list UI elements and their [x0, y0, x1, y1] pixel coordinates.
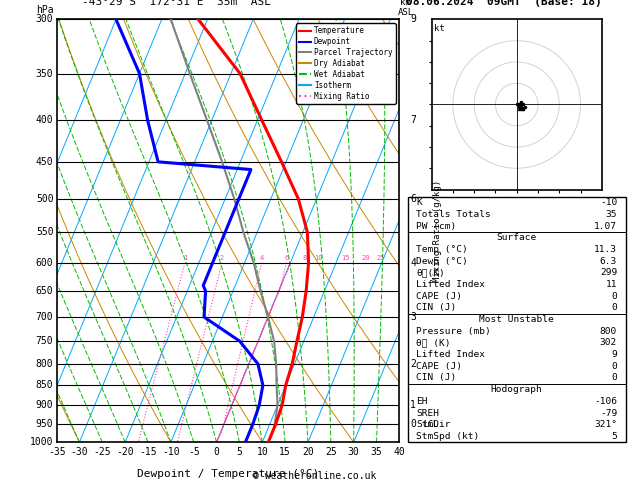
Text: CAPE (J): CAPE (J): [416, 292, 462, 301]
Text: 302: 302: [600, 338, 617, 347]
Text: -15: -15: [139, 447, 157, 457]
Text: 35: 35: [606, 210, 617, 219]
Text: 600: 600: [36, 258, 53, 268]
Text: 300: 300: [36, 15, 53, 24]
Text: Temp (°C): Temp (°C): [416, 245, 468, 254]
Text: km
ASL: km ASL: [398, 0, 414, 17]
Text: -10: -10: [162, 447, 180, 457]
Text: 11.3: 11.3: [594, 245, 617, 254]
Text: 6: 6: [284, 255, 288, 261]
Text: SREH: SREH: [416, 409, 439, 417]
Text: 321°: 321°: [594, 420, 617, 429]
Text: -106: -106: [594, 397, 617, 406]
Text: 9: 9: [611, 350, 617, 359]
Text: Lifted Index: Lifted Index: [416, 350, 486, 359]
Text: Dewpoint / Temperature (°C): Dewpoint / Temperature (°C): [137, 469, 319, 479]
Text: kt: kt: [434, 24, 445, 33]
Text: 850: 850: [36, 380, 53, 390]
Text: 400: 400: [36, 116, 53, 125]
Text: 1000: 1000: [30, 437, 53, 447]
Text: 8: 8: [302, 255, 306, 261]
Text: Surface: Surface: [497, 233, 537, 242]
Text: 800: 800: [36, 359, 53, 369]
Text: StmDir: StmDir: [416, 420, 451, 429]
Text: 20: 20: [361, 255, 370, 261]
Text: 9: 9: [410, 15, 416, 24]
Text: © weatheronline.co.uk: © weatheronline.co.uk: [253, 471, 376, 481]
Text: 650: 650: [36, 286, 53, 296]
Text: 700: 700: [36, 312, 53, 322]
FancyBboxPatch shape: [408, 197, 626, 442]
Text: 500: 500: [36, 194, 53, 204]
Text: CIN (J): CIN (J): [416, 303, 457, 312]
Text: Totals Totals: Totals Totals: [416, 210, 491, 219]
Text: Most Unstable: Most Unstable: [479, 315, 554, 324]
Text: 5: 5: [237, 447, 242, 457]
Text: 950: 950: [36, 419, 53, 429]
Text: 25: 25: [325, 447, 337, 457]
Text: 25: 25: [377, 255, 386, 261]
Text: 299: 299: [600, 268, 617, 278]
Text: 350: 350: [36, 69, 53, 79]
Text: 0: 0: [214, 447, 220, 457]
Text: 1: 1: [183, 255, 187, 261]
Text: 15: 15: [279, 447, 291, 457]
Text: 3: 3: [410, 312, 416, 322]
Text: 20: 20: [302, 447, 314, 457]
Text: 40: 40: [394, 447, 405, 457]
Text: Mixing Ratio (g/kg): Mixing Ratio (g/kg): [433, 180, 442, 282]
Text: 750: 750: [36, 336, 53, 346]
Text: 900: 900: [36, 400, 53, 410]
Text: 450: 450: [36, 157, 53, 167]
Text: 6.3: 6.3: [600, 257, 617, 266]
Legend: Temperature, Dewpoint, Parcel Trajectory, Dry Adiabat, Wet Adiabat, Isotherm, Mi: Temperature, Dewpoint, Parcel Trajectory…: [296, 23, 396, 104]
Text: 11: 11: [606, 280, 617, 289]
Text: Lifted Index: Lifted Index: [416, 280, 486, 289]
Text: K: K: [416, 198, 422, 207]
Text: Hodograph: Hodograph: [491, 385, 543, 394]
Text: 5: 5: [611, 432, 617, 441]
Text: CAPE (J): CAPE (J): [416, 362, 462, 371]
Text: CIN (J): CIN (J): [416, 373, 457, 382]
Text: 0: 0: [611, 303, 617, 312]
Text: -25: -25: [94, 447, 111, 457]
Text: Dewp (°C): Dewp (°C): [416, 257, 468, 266]
Text: 0: 0: [410, 419, 416, 429]
Text: 10: 10: [314, 255, 323, 261]
Text: -5: -5: [188, 447, 199, 457]
Text: 0: 0: [611, 373, 617, 382]
Text: -10: -10: [600, 198, 617, 207]
Text: 800: 800: [600, 327, 617, 336]
Text: hPa: hPa: [36, 4, 53, 15]
Text: 08.06.2024  09GMT  (Base: 18): 08.06.2024 09GMT (Base: 18): [406, 0, 601, 7]
Text: 35: 35: [370, 447, 382, 457]
Text: -30: -30: [70, 447, 88, 457]
Text: 15: 15: [342, 255, 350, 261]
Text: 2: 2: [410, 359, 416, 369]
Text: PW (cm): PW (cm): [416, 222, 457, 230]
Text: -20: -20: [116, 447, 134, 457]
Text: 30: 30: [348, 447, 360, 457]
Text: θᴄ(K): θᴄ(K): [416, 268, 445, 278]
Text: 10: 10: [257, 447, 268, 457]
Text: 0: 0: [611, 292, 617, 301]
Text: 0: 0: [611, 362, 617, 371]
Text: 4: 4: [410, 258, 416, 268]
Text: LCL: LCL: [423, 420, 438, 429]
Text: 6: 6: [410, 194, 416, 204]
Text: 2: 2: [220, 255, 224, 261]
Text: 7: 7: [410, 116, 416, 125]
Text: EH: EH: [416, 397, 428, 406]
Text: 1: 1: [410, 400, 416, 410]
Text: StmSpd (kt): StmSpd (kt): [416, 432, 479, 441]
Text: 1.07: 1.07: [594, 222, 617, 230]
Text: -79: -79: [600, 409, 617, 417]
Text: 4: 4: [260, 255, 264, 261]
Text: θᴄ (K): θᴄ (K): [416, 338, 451, 347]
Text: -43°29'S  172°31'E  35m  ASL: -43°29'S 172°31'E 35m ASL: [82, 0, 270, 7]
Text: Pressure (mb): Pressure (mb): [416, 327, 491, 336]
Text: 550: 550: [36, 227, 53, 237]
Text: -35: -35: [48, 447, 65, 457]
